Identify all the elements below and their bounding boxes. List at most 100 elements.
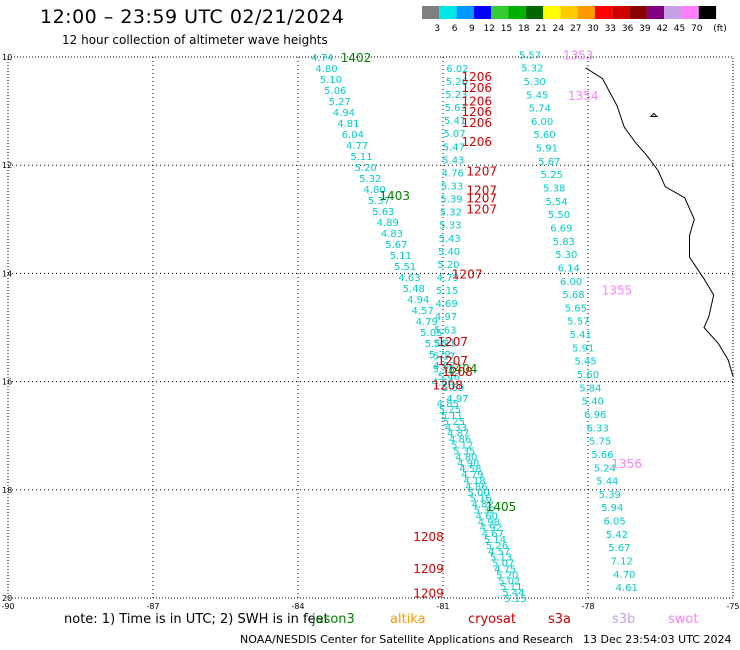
- wave-height-value: 4.97: [446, 394, 468, 405]
- wave-height-value: 4.83: [381, 229, 403, 240]
- wave-height-value: 5.38: [543, 184, 565, 195]
- wave-height-value: 5.27: [328, 97, 350, 108]
- satellite-label-altika: altika: [390, 612, 426, 627]
- pass-time-label: 1207: [437, 354, 468, 368]
- wave-height-value: 5.68: [562, 290, 584, 301]
- pass-time-label: 1402: [341, 51, 372, 65]
- lat-tick-label: 18: [2, 486, 12, 495]
- wave-height-value: 5.32: [359, 174, 381, 185]
- pass-time-label: 1404: [447, 362, 478, 376]
- wave-height-value: 5.75: [589, 437, 611, 448]
- wave-height-value: 5.15: [504, 594, 526, 605]
- footer-timestamp: 13 Dec 23:54:03 UTC 2024: [583, 633, 732, 646]
- wave-height-value: 5.12: [451, 441, 473, 452]
- lat-tick-label: 14: [2, 269, 12, 278]
- pass-time-label: 1207: [437, 335, 468, 349]
- colorbar-swatch: [577, 6, 595, 19]
- colorbar-tick-label: 30: [587, 24, 599, 34]
- footer-credit: NOAA/NESDIS Center for Satellite Applica…: [240, 633, 574, 646]
- wave-height-value: 5.15: [436, 286, 458, 297]
- wave-height-value: 5.91: [536, 144, 558, 155]
- wave-height-value: 5.91: [572, 343, 594, 354]
- wave-height-value: 5.11: [500, 582, 522, 593]
- track-cryosat: 6.02 5.26 5.23 5.63 5.41 5.07 5.47 5.43 4.76 5.33…: [432, 64, 469, 389]
- colorbar-tick-label: 33: [605, 24, 616, 34]
- wave-height-value: 4.63: [398, 273, 420, 284]
- colorbar-swatch: [508, 6, 526, 19]
- wave-height-value: 5.45: [526, 90, 548, 101]
- wave-height-value: 5.00: [467, 488, 489, 499]
- pass-time-label: 1353: [563, 48, 594, 62]
- wave-height-value: 5.44: [502, 588, 524, 599]
- wave-height-value: 4.58: [459, 464, 481, 475]
- colorbar-swatch: [646, 6, 665, 19]
- lon-tick-label: -78: [581, 602, 594, 611]
- wave-height-value: 4.79: [461, 470, 483, 481]
- wave-height-value: 5.43: [438, 234, 460, 245]
- track-swot: 5.57 5.32 5.30 5.45 5.74 6.00 5.60 5.91 5.67 5.25…: [519, 50, 638, 594]
- colorbar-unit-label: (ft): [713, 24, 727, 34]
- lat-tick-label: 10: [2, 53, 12, 62]
- lat-tick-label: 16: [2, 378, 12, 387]
- wave-height-value: 5.54: [545, 197, 567, 208]
- colorbar-tick-label: 3: [434, 24, 440, 34]
- colorbar-tick-label: 12: [483, 24, 494, 34]
- wave-height-value: 4.18: [463, 476, 485, 487]
- colorbar-tick-label: 6: [452, 24, 458, 34]
- pass-time-label: 1206: [462, 81, 493, 95]
- wave-height-value: 5.65: [565, 303, 587, 314]
- wave-height-value: 4.90: [457, 458, 479, 469]
- wave-height-value: 6.96: [584, 410, 606, 421]
- wave-height-value: 5.56: [425, 339, 447, 350]
- footnote: note: 1) Time is in UTC; 2) SWH is in fe…: [64, 612, 329, 627]
- wave-height-value: 5.06: [324, 86, 346, 97]
- pass-time-label: 1354: [568, 89, 599, 103]
- wave-height-value: 5.20: [437, 260, 459, 271]
- wave-height-value: 5.74: [529, 104, 551, 115]
- wave-height-value: 4.77: [346, 141, 368, 152]
- wave-height-value: 5.57: [519, 50, 541, 61]
- wave-height-value: 5.14: [484, 535, 506, 546]
- wave-height-value: 5.11: [350, 152, 372, 163]
- wave-height-value: 4.60: [476, 511, 498, 522]
- pass-time-label: 1207: [466, 192, 497, 206]
- colorbar-tick-label: 27: [570, 24, 581, 34]
- wave-height-value: 5.24: [594, 463, 616, 474]
- wave-height-value: 5.67: [538, 157, 560, 168]
- wave-height-value: 5.69: [442, 383, 464, 394]
- wave-height-value: 5.33: [441, 182, 463, 193]
- wave-height-value: 5.67: [385, 240, 407, 251]
- colorbar-tick-label: 36: [622, 24, 634, 34]
- wave-height-value: 4.82: [472, 500, 494, 511]
- wave-height-value: 4.94: [333, 108, 355, 119]
- lon-tick-label: -90: [1, 602, 14, 611]
- wave-height-value: 5.20: [496, 570, 518, 581]
- satellite-label-cryosat: cryosat: [468, 612, 516, 627]
- wave-height-value: 5.30: [555, 250, 577, 261]
- lon-tick-label: -87: [146, 602, 159, 611]
- wave-height-value: 4.80: [315, 64, 337, 75]
- wave-height-value: 4.92: [480, 523, 502, 534]
- wave-height-value: 5.46: [438, 372, 460, 383]
- wave-height-value: 5.39: [599, 490, 621, 501]
- wave-height-value: 5.13: [490, 553, 512, 564]
- wave-height-value: 5.42: [606, 530, 628, 541]
- wave-height-value: 5.23: [445, 90, 467, 101]
- pass-time-label: 1206: [462, 116, 493, 130]
- colorbar-swatch: [612, 6, 630, 19]
- lat-tick-label: 20: [2, 594, 12, 603]
- wave-height-value: 5.33: [439, 221, 461, 232]
- wave-height-value: 6.33: [587, 423, 609, 434]
- pass-time-label: 1208: [442, 365, 473, 379]
- lon-tick-label: -81: [436, 602, 449, 611]
- wave-height-value: 6.00: [560, 277, 582, 288]
- colorbar-swatch: [681, 6, 699, 19]
- wave-height-value: 4.66: [432, 378, 454, 389]
- wave-height-value: 5.32: [440, 208, 462, 219]
- wave-height-value: 5.40: [582, 397, 604, 408]
- wave-height-value: 5.30: [524, 77, 546, 88]
- satellite-label-s3a: s3a: [548, 612, 572, 627]
- wave-height-value: 4.89: [377, 218, 399, 229]
- colorbar-swatch: [439, 6, 457, 19]
